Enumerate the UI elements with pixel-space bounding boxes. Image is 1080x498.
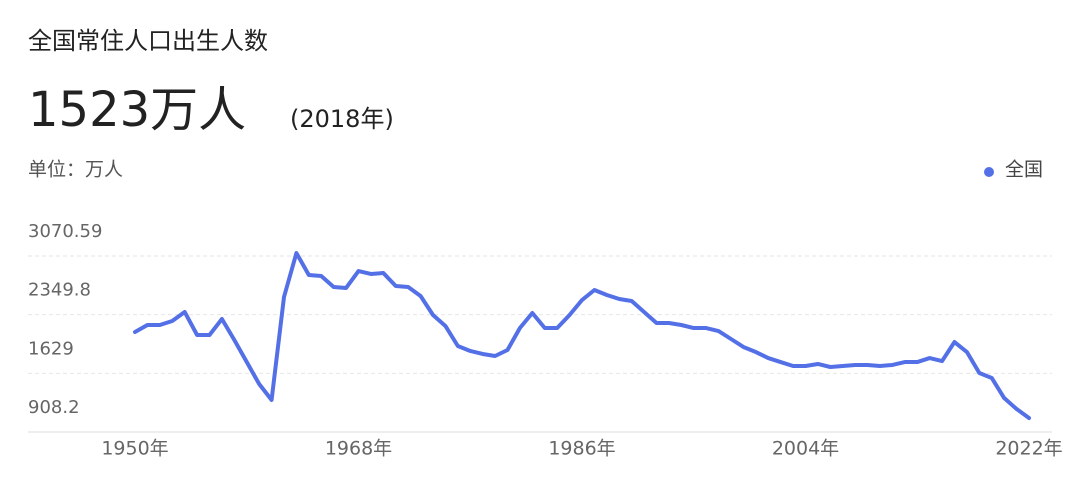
- y-tick-label: 908.2: [28, 397, 80, 418]
- y-tick-label: 1629: [28, 338, 74, 359]
- headline-note: (2018年): [290, 105, 394, 133]
- legend-label: 全国: [1005, 159, 1043, 181]
- y-tick-label: 2349.8: [28, 280, 91, 301]
- x-tick-label: 2004年: [772, 438, 839, 460]
- y-tick-label: 3070.59: [28, 221, 102, 242]
- data-line: [133, 251, 1031, 421]
- chart-title: 全国常住人口出生人数: [28, 27, 268, 55]
- headline: 1523万人: [28, 82, 246, 138]
- x-tick-label: 1986年: [548, 438, 615, 460]
- x-tick-label: 1968年: [325, 438, 392, 460]
- x-tick-label: 1950年: [101, 438, 168, 460]
- x-tick-label: 2022年: [995, 438, 1062, 460]
- legend-marker: [984, 167, 994, 177]
- unit-label: 单位：万人: [28, 159, 123, 181]
